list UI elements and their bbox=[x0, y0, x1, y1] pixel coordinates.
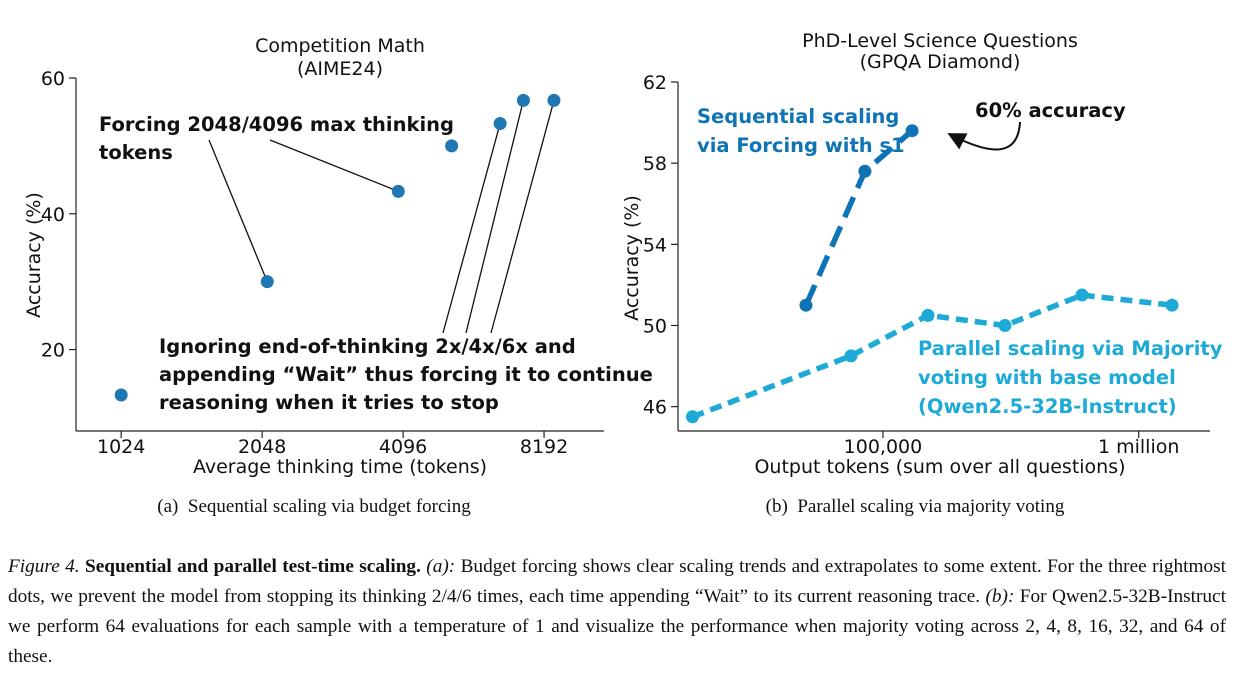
series-parallel-point bbox=[998, 318, 1012, 332]
series-sequential-point bbox=[858, 164, 872, 178]
caption-part-a-label: (a): bbox=[426, 556, 456, 577]
panel-a-y-tick-label: 40 bbox=[41, 204, 65, 226]
annotation-leader-line bbox=[269, 139, 399, 192]
caption-part-b-label: (b): bbox=[985, 586, 1015, 607]
panel-a-x-tick-label: 8192 bbox=[520, 436, 568, 458]
legend-sequential-line-1: Sequential scaling bbox=[697, 105, 899, 128]
annotation-forcing-line-2: tokens bbox=[99, 141, 173, 164]
panel-a-data-point bbox=[445, 139, 459, 153]
legend-parallel-line-1: Parallel scaling via Majority bbox=[918, 337, 1223, 360]
series-parallel-point bbox=[1165, 298, 1179, 312]
annotation-leader-line bbox=[465, 100, 525, 334]
panel-b-x-label: Output tokens (sum over all questions) bbox=[754, 456, 1125, 478]
series-parallel-point bbox=[844, 349, 858, 363]
caption-part-b-text: For Qwen2.5-32B-Instruct we perform 64 e… bbox=[8, 586, 1226, 667]
annotation-ignoring-line-2: appending “Wait” thus forcing it to cont… bbox=[159, 363, 653, 386]
panel-a-data-point bbox=[391, 184, 405, 198]
annotation-leader-line bbox=[442, 123, 501, 334]
panel-a-x-label: Average thinking time (tokens) bbox=[193, 456, 487, 478]
panel-a-title: Competition Math bbox=[255, 35, 425, 57]
series-parallel-line bbox=[691, 292, 1173, 420]
panel-b-title: PhD-Level Science Questions bbox=[802, 30, 1078, 52]
legend-sequential-line-2: via Forcing with s1 bbox=[697, 134, 905, 157]
panel-a-data-point bbox=[493, 116, 507, 130]
caption-bold-title: Sequential and parallel test-time scalin… bbox=[85, 556, 421, 577]
panel-b-y-tick-label: 58 bbox=[643, 153, 667, 175]
legend-parallel-line-3: (Qwen2.5-32B-Instruct) bbox=[918, 395, 1177, 418]
series-parallel-point bbox=[685, 410, 699, 424]
panel-b-y-tick-label: 62 bbox=[643, 72, 667, 94]
panel-a-y-tick-label: 20 bbox=[41, 340, 65, 362]
figure-canvas: Competition Math (AIME24) 20 40 60 1024 204… bbox=[23, 30, 1223, 517]
panel-a-x-tick-label: 2048 bbox=[238, 436, 286, 458]
panel-b-y-tick-label: 54 bbox=[643, 234, 667, 256]
series-parallel-point bbox=[921, 308, 935, 322]
caption-figure-label: Figure 4. bbox=[8, 556, 80, 577]
panel-b-x-tick-label: 1 million bbox=[1098, 436, 1179, 458]
panel-a-subtitle: (AIME24) bbox=[297, 58, 383, 80]
panel-a-caption: (a) Sequential scaling via budget forcin… bbox=[157, 496, 471, 517]
series-sequential-point bbox=[905, 124, 919, 138]
annotation-ignoring-line-3: reasoning when it tries to stop bbox=[159, 391, 499, 414]
callout-arrow bbox=[947, 121, 1021, 151]
figure-caption: Figure 4. Sequential and parallel test-t… bbox=[8, 552, 1226, 672]
series-sequential-point bbox=[799, 298, 813, 312]
panel-b-subtitle: (GPQA Diamond) bbox=[860, 51, 1021, 73]
panel-a-data-point bbox=[260, 275, 274, 289]
panel-a-chart: Competition Math (AIME24) 20 40 60 1024 204… bbox=[23, 35, 653, 517]
panel-b-x-tick-label: 100,000 bbox=[844, 436, 923, 458]
annotation-ignoring-line-1: Ignoring end-of-thinking 2x/4x/6x and bbox=[159, 335, 576, 358]
panel-b-y-label: Accuracy (%) bbox=[621, 195, 643, 321]
panel-a-x-tick-label: 4096 bbox=[379, 436, 427, 458]
panel-b-y-tick-label: 50 bbox=[643, 315, 667, 337]
panel-a-data-point bbox=[516, 93, 530, 107]
caption-part-a-text: Budget forcing shows clear scaling trend… bbox=[8, 556, 1227, 607]
annotation-leader-line bbox=[490, 100, 555, 334]
panel-b-caption: (b) Parallel scaling via majority voting bbox=[766, 496, 1065, 517]
panel-a-y-tick-label: 60 bbox=[41, 68, 65, 90]
series-parallel-point bbox=[1075, 288, 1089, 302]
callout-60-accuracy: 60% accuracy bbox=[975, 99, 1126, 122]
annotation-forcing-line-1: Forcing 2048/4096 max thinking bbox=[99, 113, 454, 136]
panel-b-y-tick-label: 46 bbox=[643, 397, 667, 419]
panel-a-y-label: Accuracy (%) bbox=[23, 192, 45, 318]
panel-b-chart: PhD-Level Science Questions (GPQA Diamon… bbox=[621, 30, 1223, 517]
panel-a-data-point bbox=[114, 388, 128, 402]
panel-a-data-point bbox=[547, 93, 561, 107]
legend-parallel-line-2: voting with base model bbox=[918, 366, 1176, 389]
panel-a-x-tick-label: 1024 bbox=[97, 436, 145, 458]
annotation-leader-line bbox=[208, 139, 268, 282]
